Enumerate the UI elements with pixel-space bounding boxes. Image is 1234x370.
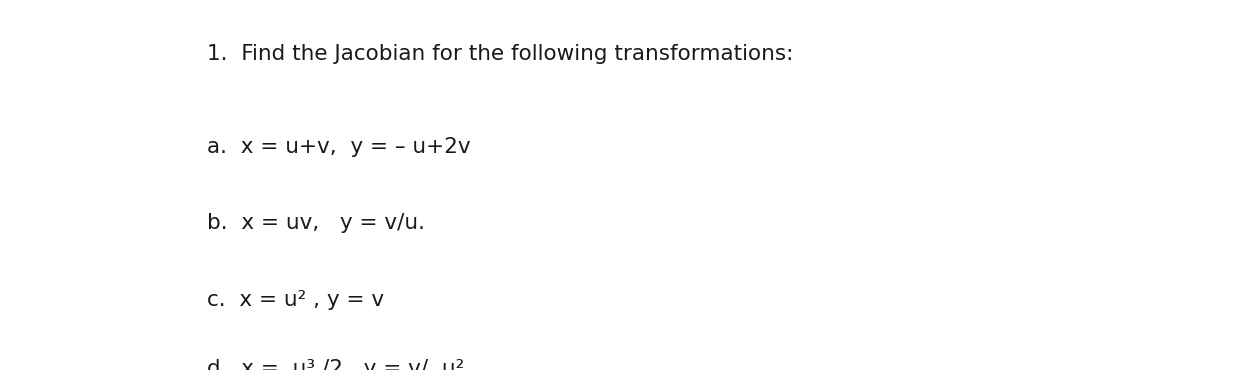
- Text: 1.  Find the Jacobian for the following transformations:: 1. Find the Jacobian for the following t…: [207, 44, 793, 64]
- Text: d.  x =  u³ /2,  y = v/  u²: d. x = u³ /2, y = v/ u²: [207, 359, 464, 370]
- Text: b.  x = uv,   y = v/u.: b. x = uv, y = v/u.: [207, 213, 426, 233]
- Text: c.  x = u² , y = v: c. x = u² , y = v: [207, 290, 385, 310]
- Text: a.  x = u+v,  y = – u+2v: a. x = u+v, y = – u+2v: [207, 137, 471, 157]
